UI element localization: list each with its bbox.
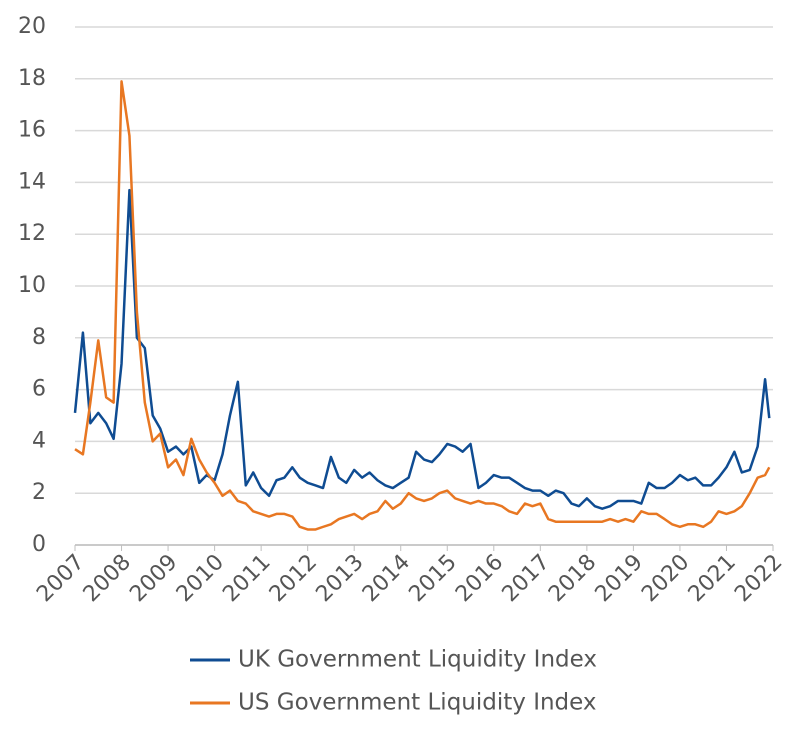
- x-tick-label: 2022: [730, 550, 787, 607]
- x-tick-label: 2017: [498, 550, 555, 607]
- x-tick-label: 2013: [311, 550, 368, 607]
- x-tick-label: 2016: [451, 550, 508, 607]
- x-tick-label: 2007: [32, 550, 89, 607]
- x-tick-label: 2021: [684, 550, 741, 607]
- y-tick-label: 8: [32, 325, 46, 350]
- legend-label: US Government Liquidity Index: [238, 690, 597, 716]
- x-tick-label: 2019: [591, 550, 648, 607]
- x-tick-label: 2011: [218, 550, 275, 607]
- x-tick-label: 2020: [637, 550, 694, 607]
- y-tick-label: 12: [18, 221, 46, 246]
- series-line: [73, 188, 771, 510]
- y-tick-label: 20: [18, 14, 46, 39]
- x-tick-label: 2014: [358, 550, 415, 607]
- y-tick-label: 14: [18, 169, 46, 194]
- x-tick-label: 2009: [125, 550, 182, 607]
- y-tick-label: 18: [18, 66, 46, 91]
- x-tick-label: 2015: [404, 550, 461, 607]
- series-line: [74, 80, 771, 531]
- y-tick-label: 4: [32, 428, 46, 453]
- x-tick-label: 2012: [265, 550, 322, 607]
- x-tick-label: 2010: [172, 550, 229, 607]
- x-tick-label: 2008: [79, 550, 136, 607]
- legend-label: UK Government Liquidity Index: [238, 647, 597, 673]
- y-tick-label: 10: [18, 273, 46, 298]
- y-tick-label: 2: [32, 480, 46, 505]
- y-tick-label: 16: [18, 118, 46, 143]
- x-tick-label: 2018: [544, 550, 601, 607]
- y-tick-label: 6: [32, 377, 46, 402]
- y-tick-label: 0: [32, 532, 46, 557]
